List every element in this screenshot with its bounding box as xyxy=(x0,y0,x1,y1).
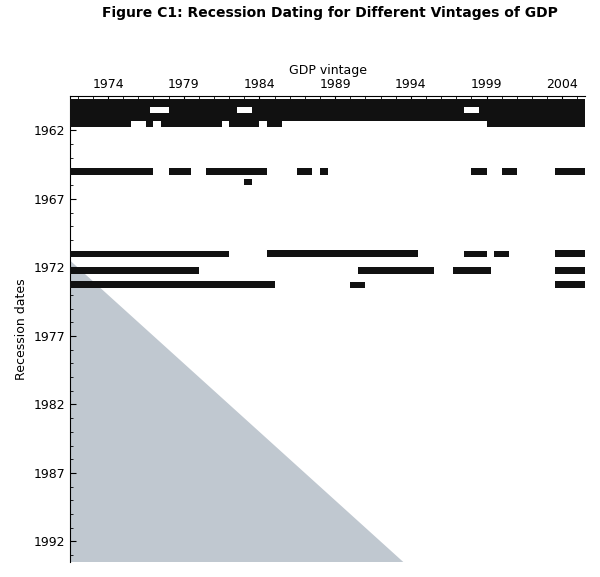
Bar xyxy=(464,250,487,257)
Bar xyxy=(252,107,464,113)
Bar xyxy=(267,121,282,127)
Bar xyxy=(146,121,154,127)
Bar xyxy=(555,250,585,257)
Bar xyxy=(70,107,151,113)
Bar xyxy=(502,168,517,175)
Bar xyxy=(0,282,151,288)
X-axis label: GDP vintage: GDP vintage xyxy=(289,64,367,77)
Bar xyxy=(169,168,191,175)
Bar xyxy=(472,168,487,175)
Bar xyxy=(123,250,139,257)
Bar xyxy=(453,268,491,274)
Text: Figure C1: Recession Dating for Different Vintages of GDP: Figure C1: Recession Dating for Differen… xyxy=(102,6,558,20)
Bar xyxy=(123,282,142,288)
Bar xyxy=(555,168,585,175)
Polygon shape xyxy=(70,261,403,562)
Bar xyxy=(169,107,237,113)
Bar xyxy=(555,281,585,288)
Bar xyxy=(479,107,585,113)
Bar xyxy=(350,282,365,288)
Y-axis label: Recession dates: Recession dates xyxy=(15,278,28,380)
Bar xyxy=(0,250,229,257)
Bar xyxy=(267,250,418,257)
Bar xyxy=(70,168,154,175)
Bar xyxy=(297,168,313,175)
Bar xyxy=(70,113,585,121)
Bar xyxy=(244,179,252,185)
Bar xyxy=(229,121,259,127)
Bar xyxy=(116,268,191,274)
Bar xyxy=(487,121,585,127)
Bar xyxy=(358,268,434,274)
Bar xyxy=(0,268,199,274)
Bar xyxy=(70,121,131,127)
Bar xyxy=(166,282,173,288)
Bar xyxy=(161,121,221,127)
Bar xyxy=(320,168,328,175)
Bar xyxy=(494,250,509,257)
Bar xyxy=(70,99,585,107)
Bar xyxy=(555,268,585,274)
Bar xyxy=(206,168,267,175)
Bar xyxy=(0,281,275,288)
